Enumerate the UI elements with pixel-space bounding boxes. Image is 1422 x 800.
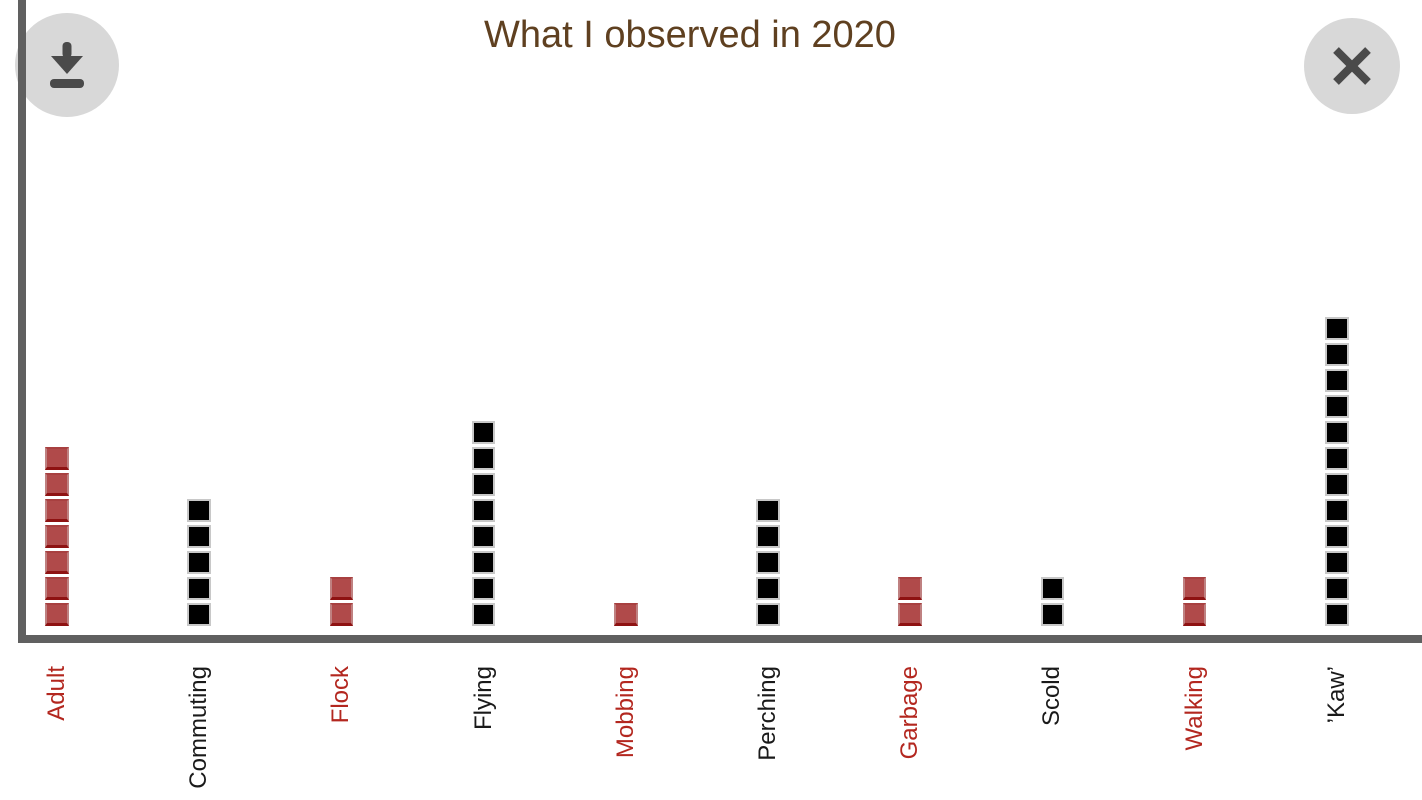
bar-garbage (898, 576, 922, 626)
x-tick-label-commuting: Commuting (185, 666, 213, 789)
unit-square (329, 602, 354, 626)
unit-square (1325, 550, 1349, 574)
bar-perching (756, 498, 780, 626)
close-button[interactable] (1304, 18, 1400, 114)
unit-square (1325, 446, 1349, 470)
unit-square (1325, 498, 1349, 522)
unit-square (1325, 368, 1349, 392)
unit-square (1325, 316, 1349, 340)
x-tick-label-perching: Perching (754, 666, 781, 761)
bar-walking (1182, 576, 1207, 626)
chart-title: What I observed in 2020 (484, 14, 896, 56)
bar-flying (471, 420, 496, 626)
bar-kaw (1325, 316, 1349, 626)
x-tick-label-flying: Flying (469, 666, 497, 731)
bar-adult (45, 446, 69, 626)
unit-square (1182, 602, 1207, 626)
download-icon (50, 42, 84, 88)
unit-square (45, 550, 69, 574)
x-tick-label-flock: Flock (327, 666, 355, 724)
unit-square (45, 472, 69, 496)
unit-square (329, 576, 354, 600)
unit-square (187, 498, 211, 522)
unit-square (1040, 602, 1065, 626)
y-axis-line (18, 0, 26, 643)
unit-square (471, 498, 496, 522)
unit-square (471, 550, 496, 574)
unit-square (471, 446, 496, 470)
unit-square (1040, 576, 1065, 600)
unit-square (471, 602, 496, 626)
unit-square (45, 446, 69, 470)
unit-square (756, 524, 780, 548)
bar-flock (329, 576, 354, 626)
x-tick-label-adult: Adult (43, 666, 70, 721)
unit-square (1325, 524, 1349, 548)
unit-square (1325, 420, 1349, 444)
unit-square (898, 576, 922, 600)
unit-square (1325, 576, 1349, 600)
x-tick-label-walking: Walking (1180, 666, 1208, 751)
unit-square (756, 602, 780, 626)
unit-square (1325, 602, 1349, 626)
download-button[interactable] (15, 13, 119, 117)
unit-square (471, 472, 496, 496)
unit-square (471, 576, 496, 600)
x-tick-label-mobbing: Mobbing (611, 666, 639, 759)
unit-square (1325, 472, 1349, 496)
unit-square (471, 524, 496, 548)
bar-scold (1040, 576, 1065, 626)
x-tick-label-kaw: ’Kaw’ (1322, 666, 1350, 724)
unit-square (614, 602, 638, 626)
unit-square (187, 576, 211, 600)
bar-mobbing (614, 602, 638, 626)
bar-commuting (187, 498, 211, 626)
unit-square (756, 576, 780, 600)
close-icon (1333, 47, 1371, 85)
x-tick-label-garbage: Garbage (896, 666, 924, 760)
x-axis-line (18, 635, 1422, 643)
unit-square (45, 576, 69, 600)
unit-square (756, 498, 780, 522)
unit-square (898, 602, 922, 626)
unit-square (45, 524, 69, 548)
unit-square (45, 602, 69, 626)
unit-square (1182, 576, 1207, 600)
unit-square (45, 498, 69, 522)
unit-square (471, 420, 496, 444)
x-tick-label-scold: Scold (1038, 666, 1066, 727)
unit-square (187, 524, 211, 548)
unit-square (1325, 394, 1349, 418)
unit-square (756, 550, 780, 574)
unit-square (187, 550, 211, 574)
unit-square (187, 602, 211, 626)
unit-square (1325, 342, 1349, 366)
